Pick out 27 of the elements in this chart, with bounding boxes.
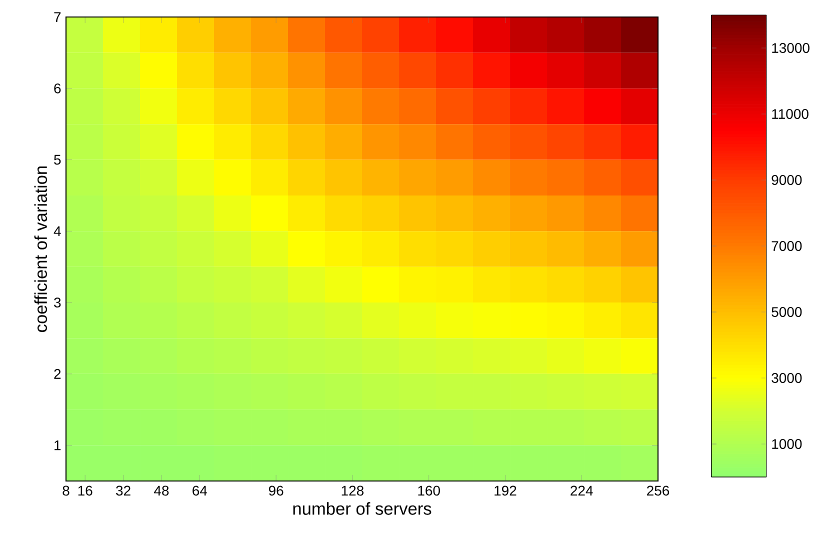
y-tick-label: 6 <box>54 83 61 94</box>
x-tick-label: 160 <box>418 486 440 496</box>
color-bar-label: 9000 <box>772 175 802 185</box>
y-tick-label: 3 <box>54 298 61 308</box>
x-axis-title: number of servers <box>293 502 432 515</box>
color-bar-label: 13000 <box>772 43 810 53</box>
color-bar-label: 11000 <box>772 109 808 119</box>
x-tick-label: 32 <box>116 486 130 496</box>
color-bar-label: 3000 <box>772 373 802 383</box>
x-tick-label: 192 <box>494 486 516 496</box>
y-tick-label: 4 <box>54 226 61 236</box>
color-bar-label: 7000 <box>772 241 802 251</box>
y-tick-label: 1 <box>54 440 61 450</box>
x-tick-label: 128 <box>342 486 364 496</box>
x-tick-label: 96 <box>268 486 284 496</box>
x-tick-label: 256 <box>647 486 670 496</box>
y-tick-label: 2 <box>54 369 61 379</box>
x-tick-label: 48 <box>154 486 169 496</box>
y-tick-label: 5 <box>54 154 61 165</box>
y-axis-title: coefficient of variation <box>34 166 48 332</box>
y-tick-label: 7 <box>54 12 61 22</box>
color-bar-label: 1000 <box>772 439 802 449</box>
color-bar-label: 5000 <box>772 307 802 317</box>
x-tick-label: 16 <box>78 486 92 496</box>
x-tick-label: 224 <box>570 486 593 496</box>
x-tick-label: 64 <box>192 486 208 496</box>
x-tick-label: 8 <box>62 486 70 496</box>
